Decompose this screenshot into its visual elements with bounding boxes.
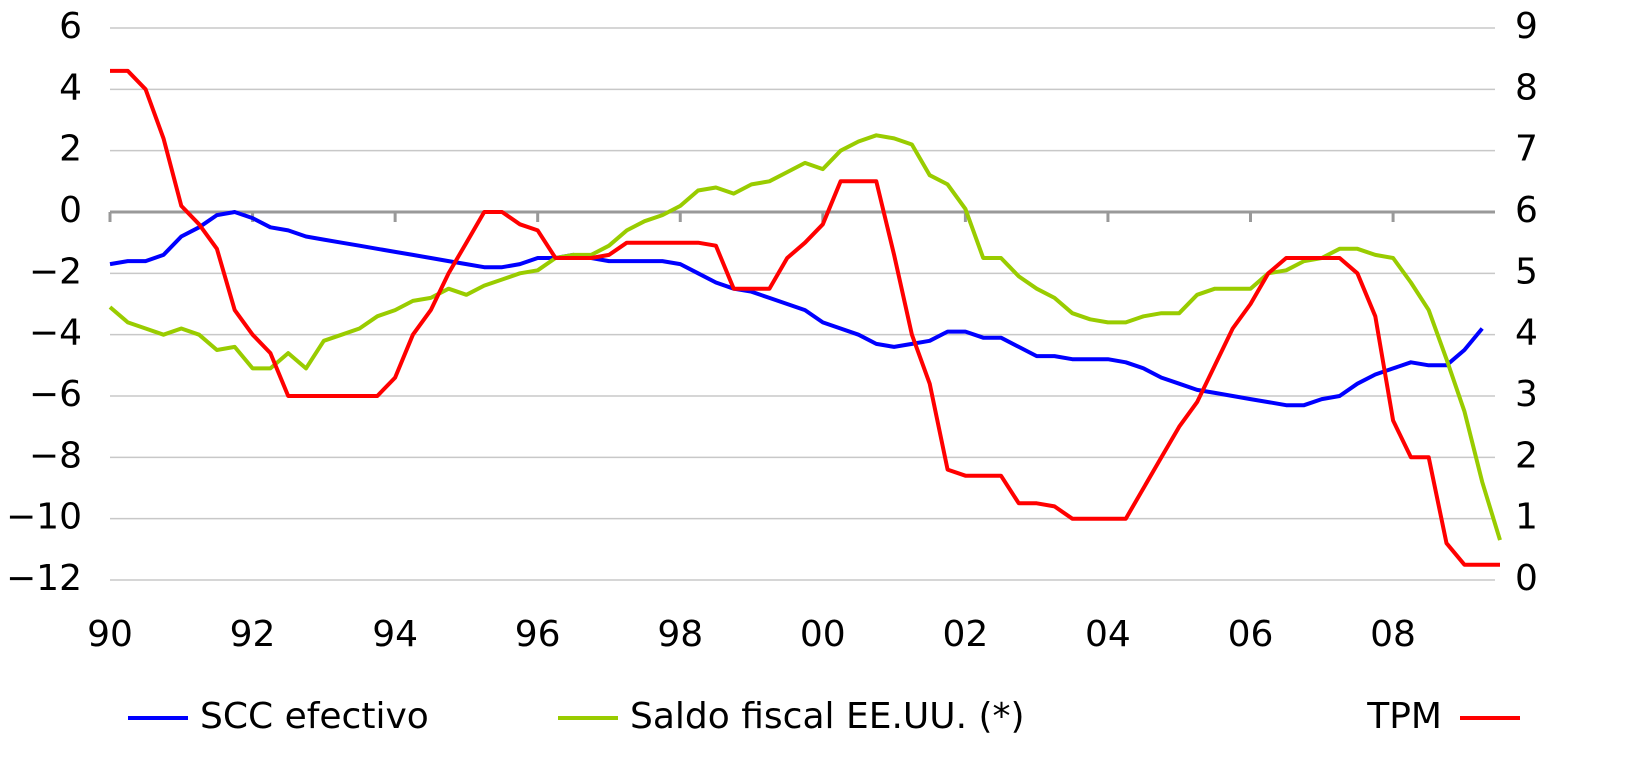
- y2-tick-label: 7: [1515, 129, 1538, 170]
- x-tick-label: 00: [800, 614, 846, 655]
- x-tick-label: 08: [1370, 614, 1416, 655]
- y2-tick-label: 2: [1515, 435, 1538, 476]
- y-tick-label: 2: [59, 129, 82, 170]
- y2-tick-label: 3: [1515, 374, 1538, 415]
- y2-tick-label: 5: [1515, 251, 1538, 292]
- y-tick-label: −12: [6, 558, 82, 599]
- y-tick-label: 4: [59, 67, 82, 108]
- series-line: [108, 133, 1502, 541]
- legend-label: TPM: [1366, 696, 1442, 737]
- x-tick-label: 90: [87, 614, 133, 655]
- y2-tick-label: 6: [1515, 190, 1538, 231]
- x-tick-label: 92: [230, 614, 276, 655]
- y-tick-label: −6: [29, 374, 82, 415]
- legend-label: SCC efectivo: [200, 696, 429, 737]
- y-tick-label: 6: [59, 6, 82, 47]
- x-tick-label: 02: [942, 614, 988, 655]
- x-tick-label: 04: [1085, 614, 1131, 655]
- y2-tick-label: 9: [1515, 6, 1538, 47]
- y2-tick-label: 1: [1515, 497, 1538, 538]
- x-tick-label: 96: [515, 614, 561, 655]
- y-tick-label: −4: [29, 313, 82, 354]
- legend-label: Saldo fiscal EE.UU. (*): [630, 696, 1025, 737]
- series-line: [110, 68, 1500, 567]
- y2-tick-label: 0: [1515, 558, 1538, 599]
- x-tick-label: 06: [1228, 614, 1274, 655]
- x-tick-label: 94: [372, 614, 418, 655]
- x-tick-label: 98: [657, 614, 703, 655]
- y-tick-label: 0: [59, 190, 82, 231]
- series-line: [109, 210, 1484, 408]
- y2-tick-label: 8: [1515, 67, 1538, 108]
- y-tick-label: −8: [29, 435, 82, 476]
- y-tick-label: −2: [29, 251, 82, 292]
- y-tick-label: −10: [6, 497, 82, 538]
- y2-tick-label: 4: [1515, 313, 1538, 354]
